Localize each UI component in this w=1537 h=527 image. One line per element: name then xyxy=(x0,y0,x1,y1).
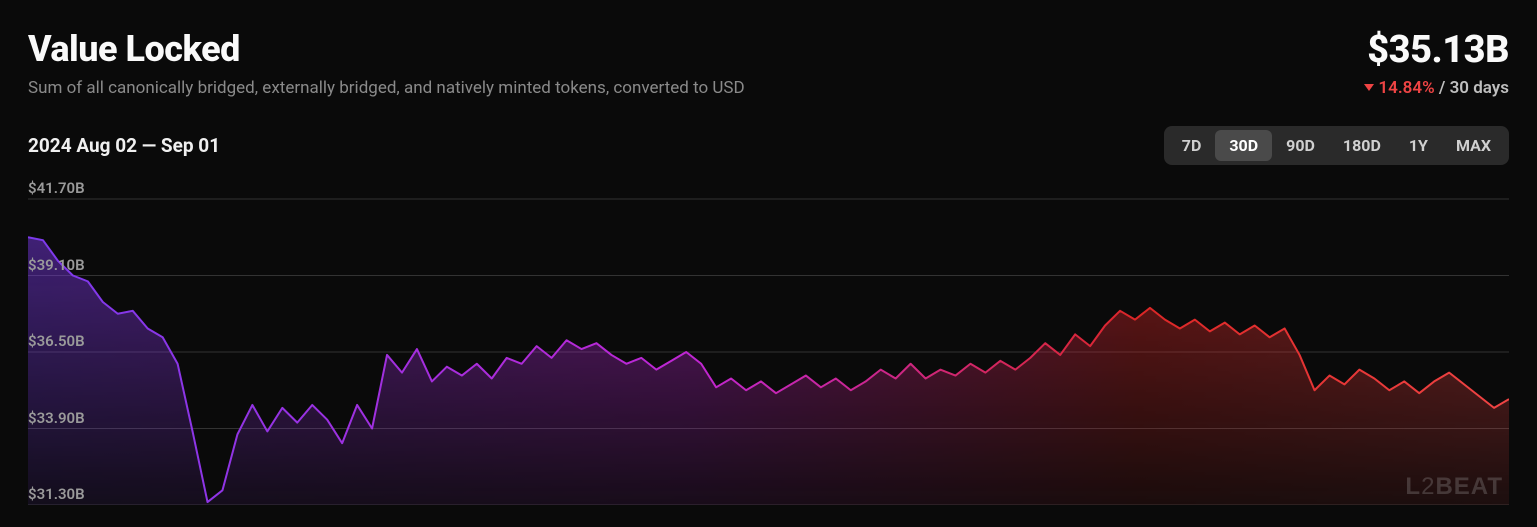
tvl-change: 14.84% / 30 days xyxy=(1364,78,1509,98)
range-btn-30d[interactable]: 30D xyxy=(1215,130,1272,161)
arrow-down-icon xyxy=(1364,84,1374,91)
range-btn-max[interactable]: MAX xyxy=(1442,130,1505,161)
page-title: Value Locked xyxy=(28,28,745,70)
date-range: 2024 Aug 02 — Sep 01 xyxy=(28,134,220,157)
header-row: Value Locked Sum of all canonically brid… xyxy=(28,28,1509,98)
value-block: $35.13B 14.84% / 30 days xyxy=(1364,28,1509,98)
change-period: / 30 days xyxy=(1439,78,1509,98)
range-btn-1y[interactable]: 1Y xyxy=(1395,130,1442,161)
chart-svg xyxy=(28,185,1509,505)
range-btn-180d[interactable]: 180D xyxy=(1329,130,1395,161)
page-subtitle: Sum of all canonically bridged, external… xyxy=(28,78,745,98)
y-axis-label: $36.50B xyxy=(28,332,85,352)
change-percent: 14.84% xyxy=(1378,78,1434,98)
y-axis-label: $31.30B xyxy=(28,485,85,505)
range-btn-7d[interactable]: 7D xyxy=(1168,130,1216,161)
range-btn-90d[interactable]: 90D xyxy=(1272,130,1329,161)
tvl-chart: $41.70B$39.10B$36.50B$33.90B$31.30B L2BE… xyxy=(28,185,1509,505)
y-axis-label: $39.10B xyxy=(28,256,85,276)
y-axis-label: $33.90B xyxy=(28,409,85,429)
tvl-value: $35.13B xyxy=(1364,28,1509,72)
y-axis-label: $41.70B xyxy=(28,179,85,199)
watermark-l2beat: L2BEAT xyxy=(1405,473,1503,501)
title-block: Value Locked Sum of all canonically brid… xyxy=(28,28,745,98)
subheader-row: 2024 Aug 02 — Sep 01 7D30D90D180D1YMAX xyxy=(28,126,1509,165)
range-picker: 7D30D90D180D1YMAX xyxy=(1164,126,1509,165)
